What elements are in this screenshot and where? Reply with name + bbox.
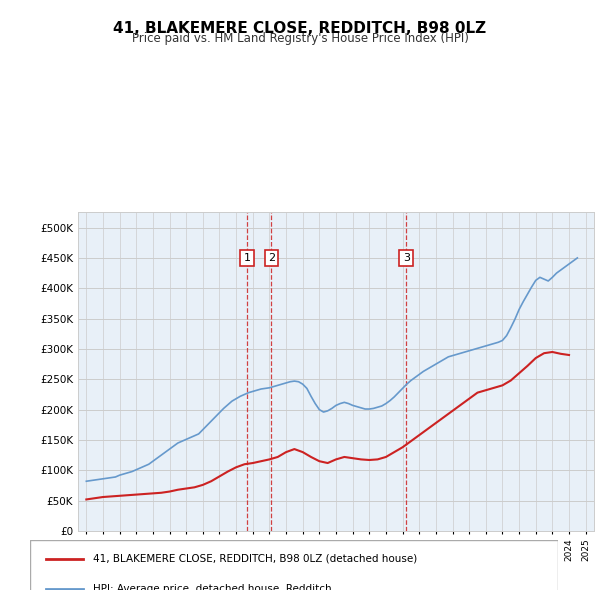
Text: 41, BLAKEMERE CLOSE, REDDITCH, B98 0LZ: 41, BLAKEMERE CLOSE, REDDITCH, B98 0LZ [113, 21, 487, 35]
Text: 3: 3 [403, 253, 410, 263]
Text: HPI: Average price, detached house, Redditch: HPI: Average price, detached house, Redd… [94, 584, 332, 590]
Text: Price paid vs. HM Land Registry's House Price Index (HPI): Price paid vs. HM Land Registry's House … [131, 32, 469, 45]
Text: 1: 1 [244, 253, 250, 263]
Text: 41, BLAKEMERE CLOSE, REDDITCH, B98 0LZ (detached house): 41, BLAKEMERE CLOSE, REDDITCH, B98 0LZ (… [94, 554, 418, 564]
FancyBboxPatch shape [30, 540, 558, 590]
Text: 2: 2 [268, 253, 275, 263]
